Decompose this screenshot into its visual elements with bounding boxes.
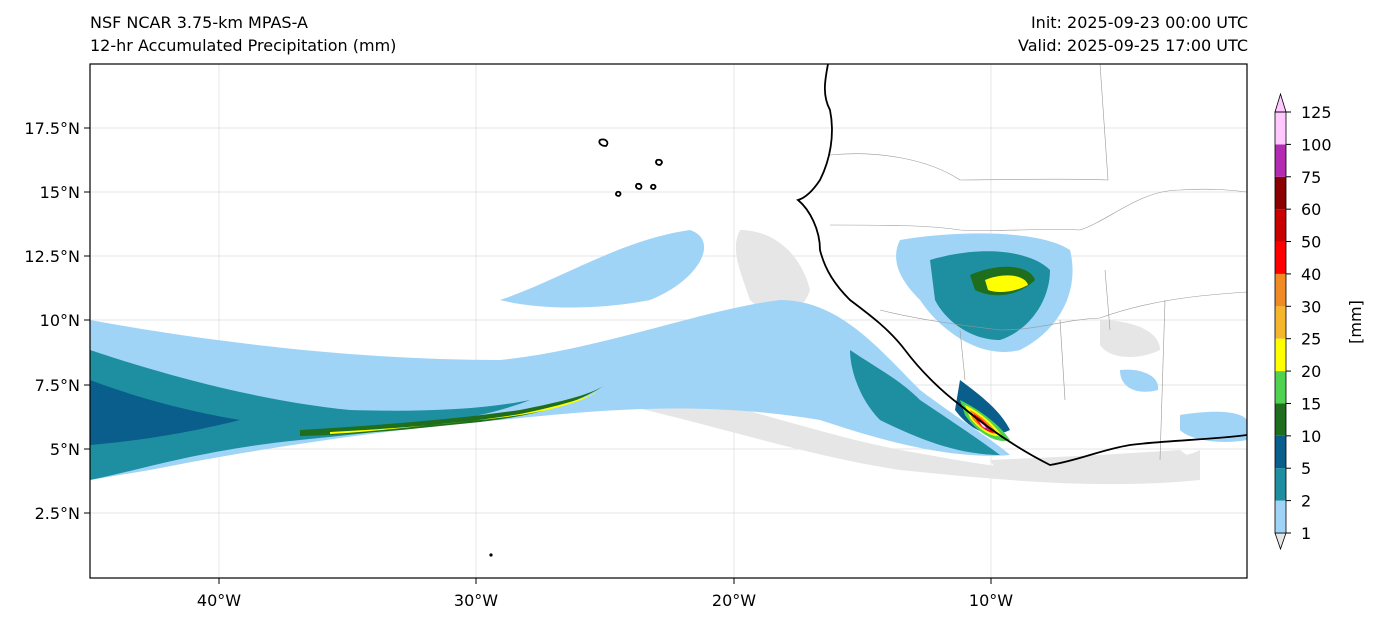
colorbar-tick-label: 60	[1301, 200, 1321, 219]
colorbar-tick-label: 30	[1301, 297, 1321, 316]
colorbar-tick-label: 1	[1301, 524, 1311, 543]
lon-label: 40°W	[197, 591, 241, 610]
init-time: Init: 2025-09-23 00:00 UTC	[1030, 13, 1248, 32]
colorbar-bin	[1275, 273, 1286, 307]
plot-frame	[89, 63, 1248, 579]
country-borders	[829, 64, 1247, 461]
model-title: NSF NCAR 3.75-km MPAS-A	[90, 13, 308, 32]
colorbar-bin	[1275, 144, 1286, 177]
colorbar-tick-label: 50	[1301, 233, 1321, 252]
colorbar-extension-high	[1274, 92, 1287, 113]
colorbar-tick-label: 40	[1301, 265, 1321, 284]
lat-label: 17.5°N	[24, 119, 80, 138]
colorbar-tick-label: 2	[1301, 492, 1311, 511]
lat-label: 5°N	[50, 440, 80, 459]
colorbar-bin	[1275, 435, 1286, 469]
lat-label: 2.5°N	[35, 504, 80, 523]
colorbar-bin	[1275, 338, 1286, 372]
field-title: 12-hr Accumulated Precipitation (mm)	[90, 36, 397, 55]
colorbar-tick-label: 100	[1301, 135, 1332, 154]
colorbar-tick-label: 15	[1301, 394, 1321, 413]
lon-label: 20°W	[712, 591, 756, 610]
precip-field	[90, 230, 1247, 485]
colorbar-bin	[1275, 176, 1286, 210]
colorbar-bin	[1275, 112, 1286, 145]
colorbar-tick-label: 20	[1301, 362, 1321, 381]
lat-label: 10°N	[40, 311, 80, 330]
lat-label: 7.5°N	[35, 376, 80, 395]
colorbar-bin	[1275, 468, 1286, 501]
colorbar-bin	[1275, 403, 1286, 436]
colorbar-unit-label: [mm]	[1346, 300, 1365, 344]
valid-time: Valid: 2025-09-25 17:00 UTC	[1017, 36, 1248, 55]
colorbar-bin	[1275, 241, 1286, 274]
colorbar-tick-label: 25	[1301, 330, 1321, 349]
axis-ticks	[84, 127, 992, 584]
colorbar-tick-label: 75	[1301, 168, 1321, 187]
colorbar-bin	[1275, 371, 1286, 404]
colorbar-bin	[1275, 500, 1286, 533]
lon-label: 10°W	[969, 591, 1013, 610]
colorbar-tick-label: 5	[1301, 459, 1311, 478]
lat-label: 15°N	[40, 183, 80, 202]
colorbar-frame	[1274, 111, 1287, 534]
colorbar-bin	[1275, 306, 1286, 339]
colorbar-bin	[1275, 209, 1286, 242]
colorbar-tick-label: 125	[1301, 103, 1332, 122]
colorbar-tick-label: 10	[1301, 427, 1321, 446]
lon-label: 30°W	[454, 591, 498, 610]
coastline	[598, 64, 1247, 466]
lat-label: 12.5°N	[24, 247, 80, 266]
colorbar-extension-low	[1274, 532, 1287, 551]
